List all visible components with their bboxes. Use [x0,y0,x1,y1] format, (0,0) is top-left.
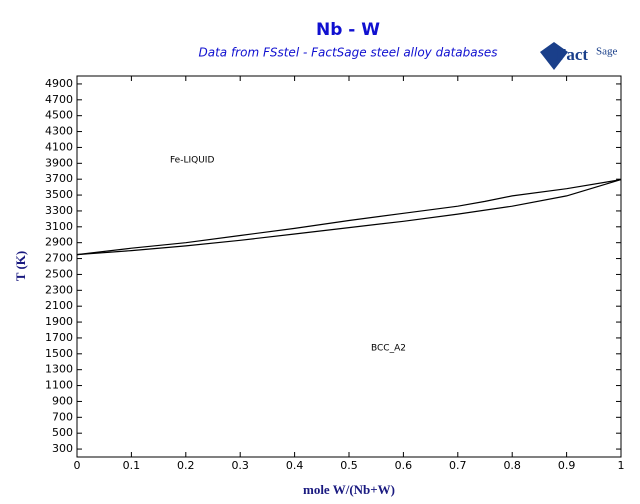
y-tick-label: 500 [52,426,73,439]
y-tick-label: 2700 [45,252,73,265]
y-tick-label: 1900 [45,315,73,328]
logo-sub: Sage [596,46,618,58]
phase-boundary [76,179,622,256]
y-tick-label: 2300 [45,283,73,296]
y-tick-label: 700 [52,410,73,423]
y-axis-label: T (K) [13,251,28,281]
x-tick-label: 0.2 [177,459,195,472]
logo: Fact Sage [540,42,618,70]
y-tick-label: 3500 [45,188,73,201]
y-tick-label: 4100 [45,140,73,153]
logo-main: Fact [556,45,588,64]
x-tick-label: 1 [618,459,625,472]
phase-label: BCC_A2 [371,344,406,354]
x-tick-label: 0.3 [231,459,249,472]
x-tick-label: 0.7 [449,459,467,472]
y-tick-label: 300 [52,442,73,455]
x-tick-label: 0.6 [395,459,413,472]
logo-icon [540,42,568,70]
y-tick-label: 1500 [45,347,73,360]
y-tick-label: 4500 [45,109,73,122]
x-tick-label: 0.9 [558,459,576,472]
phase-boundary [76,179,622,256]
y-tick-label: 4700 [45,93,73,106]
x-tick-label: 0.5 [340,459,358,472]
y-tick-label: 1300 [45,363,73,376]
y-tick-label: 3700 [45,172,73,185]
x-tick-label: 0.8 [503,459,521,472]
y-tick-label: 4300 [45,125,73,138]
chart-title: Nb - W [316,20,380,40]
phase-label: Fe-LIQUID [170,156,214,166]
y-tick-label: 3300 [45,204,73,217]
x-tick-label: 0.1 [123,459,141,472]
x-tick-label: 0.4 [286,459,304,472]
y-tick-label: 2900 [45,236,73,249]
x-tick-label: 0 [74,459,81,472]
y-tick-label: 3900 [45,156,73,169]
y-tick-label: 1100 [45,379,73,392]
x-axis-label: mole W/(Nb+W) [303,482,395,497]
chart-subtitle: Data from FSstel - FactSage steel alloy … [198,46,497,60]
y-tick-label: 4900 [45,77,73,90]
y-tick-label: 2100 [45,299,73,312]
y-tick-label: 900 [52,394,73,407]
y-tick-label: 1700 [45,331,73,344]
y-tick-label: 2500 [45,267,73,280]
y-tick-label: 3100 [45,220,73,233]
